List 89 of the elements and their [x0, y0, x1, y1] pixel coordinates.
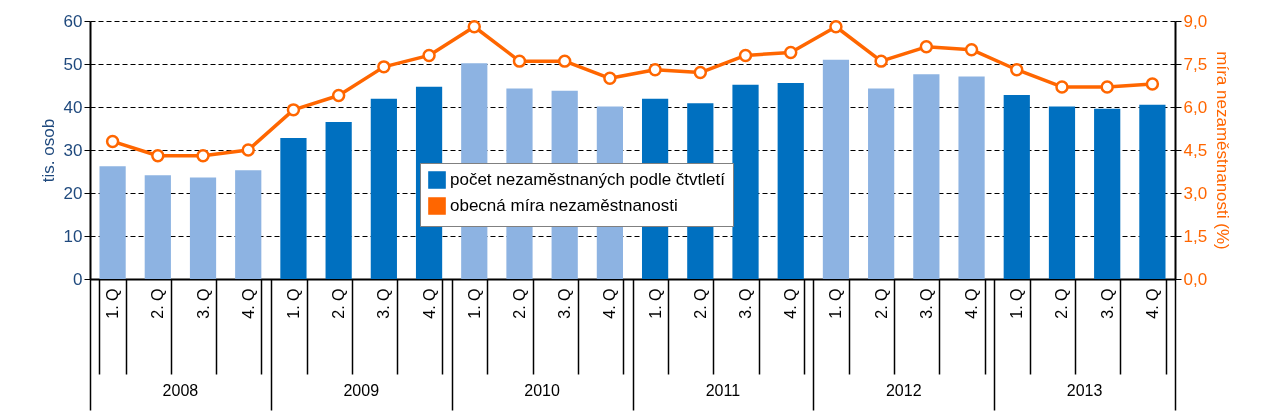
- bar: [1003, 94, 1030, 279]
- point: [557, 54, 572, 68]
- bar: [1048, 106, 1076, 279]
- point: [919, 40, 934, 54]
- x-tick-label: 3. Q: [737, 288, 755, 319]
- point: [784, 45, 798, 60]
- bar: [777, 82, 804, 279]
- legend-label: počet nezaměstnaných podle čtvtletí: [450, 170, 726, 189]
- point: [738, 48, 753, 63]
- x-tick-label: 1. Q: [104, 288, 122, 319]
- point: [1145, 77, 1160, 91]
- x-tick-label: 3. Q: [556, 288, 574, 319]
- y2-axis-title: míra nezaměstnanosti (%): [1213, 51, 1233, 250]
- point: [874, 54, 888, 68]
- y2-tick-label: 0,0: [1183, 269, 1208, 289]
- y-tick-label: 50: [63, 54, 83, 74]
- point: [422, 48, 436, 63]
- x-tick-label: 1. Q: [1008, 288, 1026, 319]
- y-tick-label: 0: [73, 269, 83, 289]
- bar: [370, 98, 397, 279]
- point: [693, 65, 708, 80]
- point: [964, 42, 979, 57]
- bar: [144, 175, 171, 279]
- point: [241, 143, 255, 157]
- y2-tick-label: 7,5: [1183, 54, 1208, 74]
- point: [377, 60, 391, 74]
- x-tick-label: 4. Q: [239, 288, 257, 319]
- bar: [280, 137, 307, 279]
- point: [151, 149, 165, 163]
- y2-tick-label: 1,5: [1183, 226, 1208, 246]
- x-tick-label: 4. Q: [420, 288, 438, 319]
- bar: [189, 177, 217, 279]
- y-tick-label: 30: [63, 140, 83, 160]
- x-tick-label: 2. Q: [691, 288, 709, 319]
- text: 2011: [705, 382, 741, 399]
- y2-tick-label: 3,0: [1183, 183, 1208, 203]
- y-axis-title: tis. osob: [38, 118, 58, 183]
- y-tick-label: 40: [63, 97, 83, 117]
- x-tick-label: 1. Q: [465, 288, 483, 319]
- text: 2010: [524, 382, 560, 399]
- bar: [99, 166, 126, 279]
- x-tick-label: 4. Q: [1143, 288, 1161, 319]
- point: [467, 20, 481, 34]
- x-tick-label: 2. Q: [872, 288, 890, 319]
- point: [286, 103, 301, 117]
- x-tick-label: 2. Q: [149, 288, 167, 319]
- point: [1100, 80, 1114, 94]
- x-tick-label: 4. Q: [963, 288, 981, 319]
- bar: [958, 76, 985, 279]
- point: [331, 88, 346, 103]
- bar: [325, 122, 352, 279]
- x-tick-label: 3. Q: [1098, 288, 1116, 319]
- x-tick-label: 1. Q: [646, 288, 664, 319]
- bar: [1094, 108, 1121, 279]
- x-tick-label: 1. Q: [827, 288, 845, 319]
- x-tick-label: 2. Q: [330, 288, 348, 319]
- x-tick-label: 1. Q: [284, 288, 302, 319]
- x-tick-label: 2. Q: [1053, 288, 1071, 319]
- text: 2009: [343, 382, 380, 399]
- y-tick-label: 20: [63, 183, 83, 203]
- x-tick-label: 4. Q: [782, 288, 800, 319]
- point: [603, 71, 617, 86]
- y2-tick-label: 6,0: [1183, 97, 1208, 117]
- bar: [822, 59, 850, 279]
- x-tick-label: 3. Q: [375, 288, 393, 319]
- text: 2012: [885, 382, 922, 399]
- x-tick-label: 3. Q: [917, 288, 935, 319]
- point: [648, 63, 662, 77]
- x-tick-label: 3. Q: [194, 288, 212, 319]
- x-tick-label: 4. Q: [601, 288, 619, 319]
- bar: [913, 74, 940, 279]
- legend-label: obecná míra nezaměstnanosti: [450, 196, 678, 215]
- point: [1055, 80, 1069, 94]
- text: 2013: [1066, 382, 1103, 399]
- y2-tick-label: 4,5: [1183, 140, 1208, 160]
- point: [512, 54, 527, 68]
- text: 2008: [162, 382, 199, 399]
- y-tick-label: 60: [63, 11, 83, 31]
- point: [105, 134, 120, 149]
- y2-tick-label: 9,0: [1183, 11, 1208, 31]
- y-tick-label: 10: [63, 226, 83, 246]
- bar: [235, 170, 262, 279]
- bar: [1139, 104, 1166, 279]
- x-tick-label: 2. Q: [510, 288, 528, 319]
- point: [196, 149, 210, 163]
- bar: [868, 88, 895, 279]
- bar: [732, 84, 759, 279]
- point: [1010, 63, 1024, 77]
- point: [829, 20, 843, 34]
